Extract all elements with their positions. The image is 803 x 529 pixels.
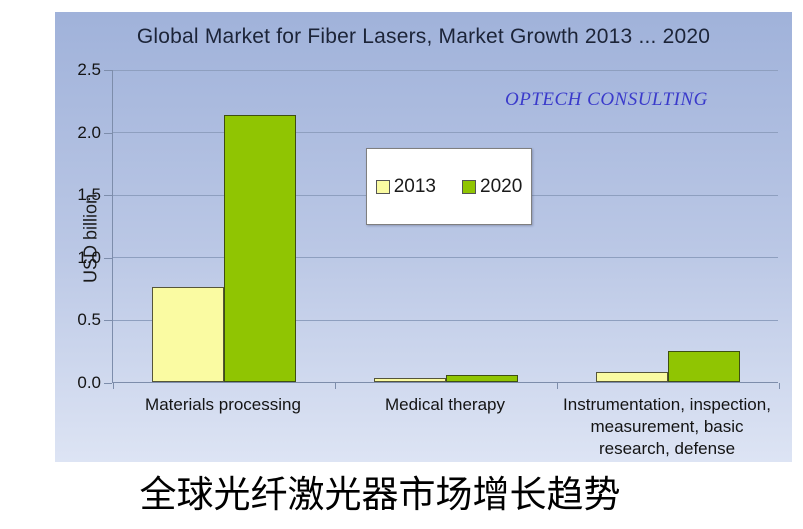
gridline-0.5 xyxy=(113,319,778,321)
x-tick-mark xyxy=(556,383,558,389)
watermark-optech-consulting: OPTECH CONSULTING xyxy=(505,89,708,110)
bar-2013-medical-therapy xyxy=(374,378,446,382)
x-tick-mark xyxy=(112,383,114,389)
gridline-1.0 xyxy=(113,257,778,259)
x-category-label-materials-processing: Materials processing xyxy=(145,395,301,414)
y-tick-label-0.5: 0.5 xyxy=(77,310,101,330)
legend-swatch-2013 xyxy=(375,179,390,194)
y-tick-label-1.5: 1.5 xyxy=(77,185,101,205)
legend-label-2020: 2020 xyxy=(480,175,523,197)
bar-2020-materials-processing xyxy=(224,115,296,382)
y-tick-mark xyxy=(104,195,112,197)
chart-panel: Global Market for Fiber Lasers, Market G… xyxy=(55,12,792,462)
legend: 2013 2020 xyxy=(366,148,532,225)
gridline-2.0 xyxy=(113,132,778,134)
legend-item-2020: 2020 xyxy=(462,176,522,198)
x-category-label-medical-therapy: Medical therapy xyxy=(384,395,505,414)
y-tick-label-2.5: 2.5 xyxy=(77,60,101,79)
y-tick-mark xyxy=(104,320,112,322)
y-tick-mark xyxy=(104,132,112,134)
bar-2013-materials-processing xyxy=(152,286,224,382)
y-tick-mark xyxy=(104,257,112,259)
chart-title: Global Market for Fiber Lasers, Market G… xyxy=(136,25,711,48)
bar-2020-medical-therapy xyxy=(446,374,518,382)
y-tick-label-1.0: 1.0 xyxy=(77,247,101,267)
x-tick-mark xyxy=(778,383,780,389)
bar-2020-instrumentation xyxy=(668,350,740,382)
gridline-2.5 xyxy=(113,69,778,71)
legend-label-2013: 2013 xyxy=(393,175,436,197)
x-tick-mark xyxy=(334,383,336,389)
plot-area xyxy=(112,69,780,389)
legend-swatch-2020 xyxy=(462,179,476,194)
bar-2013-instrumentation xyxy=(596,371,668,382)
x-category-label-instrumentation: Instrumentation, inspection, measurement… xyxy=(563,395,771,458)
y-tick-label-2.0: 2.0 xyxy=(77,122,101,142)
y-tick-mark xyxy=(104,383,112,384)
y-tick-mark xyxy=(104,70,112,71)
caption-chinese-title: 全球光纤激光器市场增长趋势 xyxy=(139,475,621,516)
legend-item-2013: 2013 xyxy=(375,175,436,198)
y-tick-label-0.0: 0.0 xyxy=(77,373,101,392)
